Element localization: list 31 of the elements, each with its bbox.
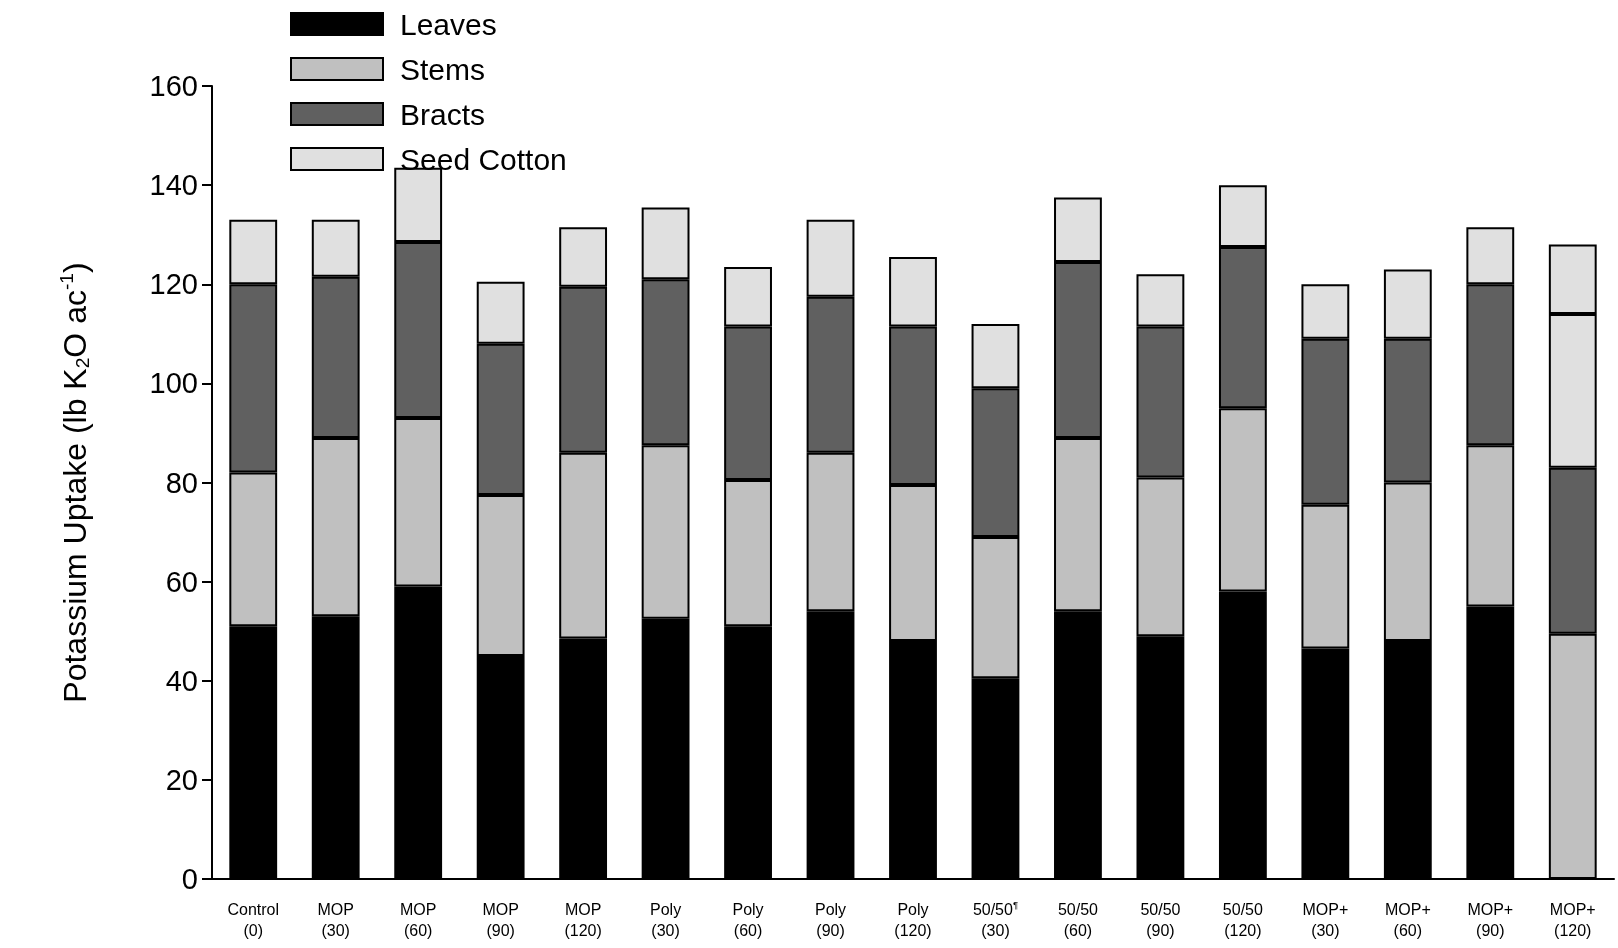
legend-label: Leaves: [400, 7, 497, 41]
y-tick-label: 160: [149, 70, 198, 102]
x-tick-label: MOP+ (120): [1549, 901, 1596, 939]
x-tick-label: MOP+ (60): [1384, 901, 1431, 939]
x-tick-label: Poly (120): [894, 901, 932, 939]
y-axis-title: Potassium Uptake (lb K2O ac-1): [56, 262, 93, 703]
legend-label: Stems: [400, 52, 486, 86]
x-tick-label: Poly (60): [732, 901, 764, 939]
x-tick-label: MOP (60): [399, 901, 437, 939]
legend-label: Seed Cotton: [400, 142, 567, 176]
x-tick-label: MOP (90): [482, 901, 519, 939]
x-tick-label: MOP (30): [317, 901, 354, 939]
y-tick-label: 100: [149, 367, 198, 400]
y-tick-label: 140: [149, 169, 198, 202]
x-tick-label: 50/50 (120): [1222, 901, 1263, 939]
x-tick-label: MOP+ (90): [1467, 901, 1514, 939]
legend-label: Bracts: [400, 97, 486, 131]
y-tick-label: 80: [165, 466, 198, 499]
y-tick-label: 20: [165, 763, 198, 796]
y-tick-label: 120: [149, 268, 198, 301]
x-tick-label: Poly (30): [650, 901, 682, 939]
x-tick-label: Control (0): [227, 901, 280, 939]
category-label: 50/50¶ (30): [972, 898, 1019, 939]
y-tick-label: 0: [181, 863, 198, 895]
y-tick-label: 40: [165, 664, 198, 697]
x-tick-label: Poly (90): [814, 901, 847, 939]
x-tick-label: 50/50 (90): [1140, 901, 1181, 939]
y-tick-label: 60: [165, 565, 198, 598]
x-tick-label: MOP+ (30): [1302, 901, 1349, 939]
x-tick-label: MOP (120): [564, 901, 602, 939]
x-tick-label: 50/50 (60): [1057, 901, 1099, 939]
